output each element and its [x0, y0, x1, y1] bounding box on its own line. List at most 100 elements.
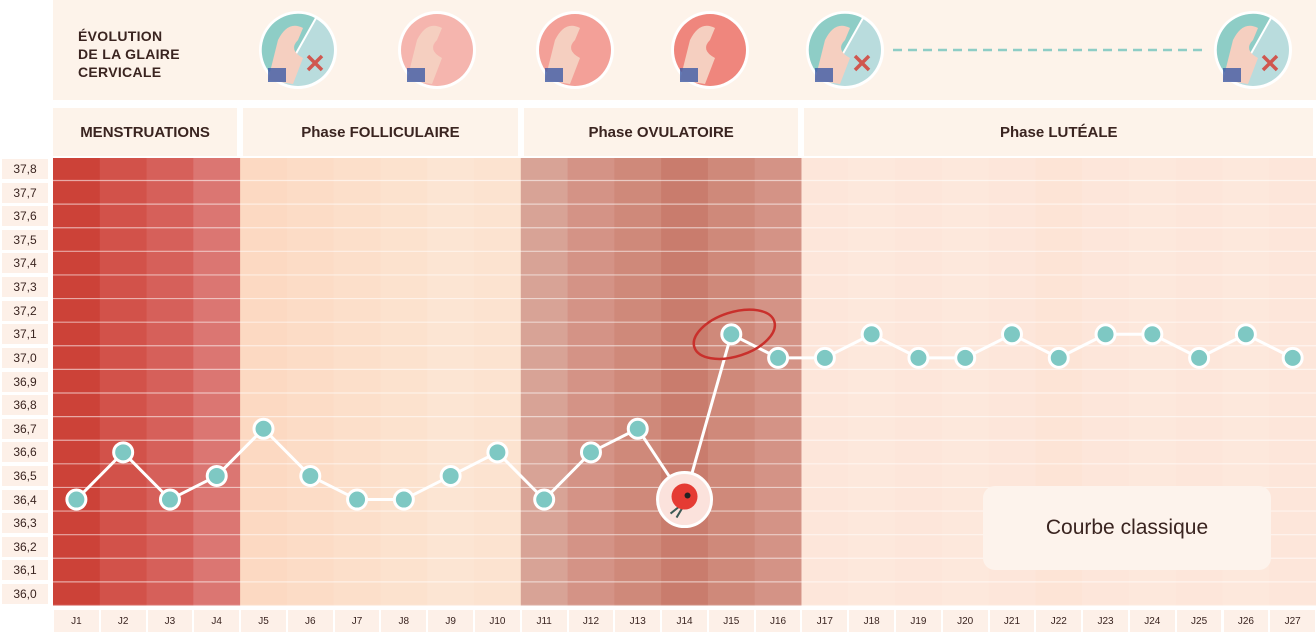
y-tick-label: 36,5	[2, 465, 48, 486]
x-tick-label: J27	[1270, 610, 1316, 632]
x-tick-label: J1	[54, 610, 99, 632]
day-column	[99, 158, 148, 606]
y-tick-label: 36,2	[2, 536, 48, 557]
y-tick-label: 36,4	[2, 489, 48, 510]
x-tick-label: J25	[1176, 610, 1222, 632]
day-column	[520, 158, 569, 606]
creamy-mucus-icon	[398, 11, 476, 89]
day-column	[614, 158, 662, 606]
y-tick-label: 37,5	[2, 229, 48, 250]
data-point	[486, 441, 509, 464]
x-tick-label: J12	[568, 610, 614, 632]
y-tick-label: 37,0	[2, 347, 48, 368]
day-column	[427, 158, 475, 606]
data-point	[720, 323, 743, 346]
x-tick-label: J9	[428, 610, 473, 632]
day-column	[474, 158, 522, 606]
y-tick-label: 37,4	[2, 253, 48, 274]
data-point	[1141, 323, 1164, 346]
data-point	[299, 464, 322, 487]
day-column	[661, 158, 709, 606]
x-tick-label: J16	[755, 610, 801, 632]
data-point	[767, 346, 790, 369]
highlight-circle	[692, 308, 777, 361]
glaire-title: ÉVOLUTION DE LA GLAIRE CERVICALE	[78, 28, 180, 80]
data-point	[1281, 346, 1304, 369]
x-tick-label: J20	[942, 610, 988, 632]
day-column	[286, 158, 335, 606]
data-point	[252, 417, 275, 440]
day-column	[754, 158, 802, 606]
data-point	[954, 346, 977, 369]
day-column	[848, 158, 896, 606]
dry-mucus-icon	[259, 11, 337, 89]
data-point	[158, 488, 181, 511]
x-tick-label: J26	[1223, 610, 1269, 632]
day-column	[895, 158, 943, 606]
day-column	[333, 158, 381, 606]
data-point	[205, 464, 228, 487]
day-column	[193, 158, 241, 606]
wet-mucus-icon	[536, 11, 614, 89]
data-point	[1000, 323, 1023, 346]
y-tick-label: 37,8	[2, 159, 48, 179]
x-tick-label: J24	[1129, 610, 1175, 632]
day-column	[567, 158, 615, 606]
x-tick-label: J15	[708, 610, 754, 632]
x-tick-label: J22	[1036, 610, 1082, 632]
egg-white-mucus-icon	[671, 11, 749, 89]
y-tick-label: 37,1	[2, 324, 48, 345]
x-tick-label: J19	[896, 610, 941, 632]
x-tick-label: J11	[521, 610, 567, 632]
legend-label: Courbe classique	[983, 486, 1271, 570]
data-point	[579, 441, 602, 464]
data-point	[860, 323, 883, 346]
data-point	[1094, 323, 1117, 346]
y-tick-label: 37,2	[2, 300, 48, 321]
x-tick-label: J5	[241, 610, 286, 632]
day-column	[1269, 158, 1316, 606]
x-tick-label: J4	[194, 610, 240, 632]
day-column	[53, 158, 101, 606]
x-tick-label: J10	[475, 610, 520, 632]
data-point	[65, 488, 88, 511]
y-tick-label: 36,0	[2, 584, 48, 604]
x-tick-label: J18	[849, 610, 895, 632]
y-tick-label: 36,9	[2, 371, 48, 392]
y-tick-label: 36,1	[2, 560, 48, 581]
day-column	[941, 158, 990, 606]
y-tick-label: 36,8	[2, 395, 48, 416]
data-point	[626, 417, 649, 440]
x-tick-label: J14	[662, 610, 707, 632]
data-point	[346, 488, 369, 511]
dry-mucus-icon	[1214, 11, 1292, 89]
y-tick-label: 37,6	[2, 206, 48, 227]
y-tick-label: 36,6	[2, 442, 48, 463]
data-point	[392, 488, 415, 511]
x-tick-label: J7	[334, 610, 380, 632]
day-column	[146, 158, 194, 606]
data-point	[112, 441, 135, 464]
dry-mucus-icon	[806, 11, 884, 89]
data-point	[1188, 346, 1211, 369]
day-column	[801, 158, 849, 606]
y-tick-label: 37,3	[2, 277, 48, 298]
phase-header: Phase LUTÉALE	[804, 108, 1314, 156]
y-tick-label: 36,7	[2, 418, 48, 439]
data-point	[1234, 323, 1257, 346]
data-point	[439, 464, 462, 487]
data-point	[907, 346, 930, 369]
data-point	[533, 488, 556, 511]
y-tick-label: 37,7	[2, 182, 48, 203]
x-tick-label: J17	[802, 610, 848, 632]
day-column	[707, 158, 756, 606]
x-tick-label: J13	[615, 610, 661, 632]
x-tick-label: J8	[381, 610, 427, 632]
day-column	[380, 158, 428, 606]
x-tick-label: J3	[147, 610, 193, 632]
ovulation-poppy-icon	[656, 471, 714, 529]
x-tick-label: J2	[100, 610, 146, 632]
phase-header: Phase FOLLICULAIRE	[243, 108, 518, 156]
data-point	[813, 346, 836, 369]
